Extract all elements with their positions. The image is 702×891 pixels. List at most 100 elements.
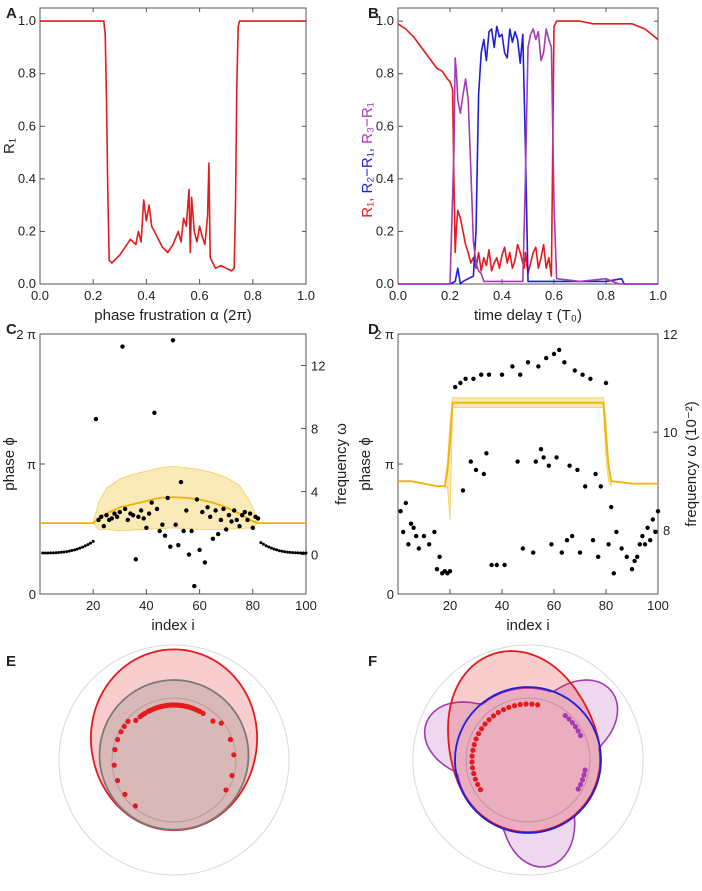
panel-a-series-r1 (40, 20, 306, 272)
panel-c-phase-dot (173, 522, 178, 527)
panel-d-xtick-label: 60 (547, 598, 561, 613)
panel-c-phase-dot (170, 338, 176, 343)
panel-a-xtick-label: 0.2 (84, 288, 102, 303)
panel-c-phase-dot (208, 514, 213, 519)
panel-f-red-phase-dot (523, 701, 529, 707)
panel-d-phase-dot (572, 368, 577, 373)
panel-c-phase-dot (112, 511, 117, 516)
panel-c-phase-dot (51, 551, 55, 555)
panel-c-phase-dot (242, 509, 247, 515)
panel-c-phase-dot (75, 547, 79, 551)
panel-d-phase-dot (551, 351, 557, 357)
panel-e-phase-dot (122, 791, 128, 798)
panel-f-red-phase-dot (511, 703, 518, 709)
panel-b-ylabel-r2: R₂−R₁, (359, 144, 376, 194)
panel-c-phase-dot (165, 495, 170, 501)
panel-c-xlabel: index i (151, 617, 194, 634)
panel-c-phase-dot (189, 528, 194, 534)
panel-b-ylabel-r3: R₃−R₁ (359, 102, 376, 144)
panel-c-ylabel-left: phase ϕ (1, 437, 18, 490)
panel-e-phase-dot (133, 717, 139, 724)
panel-d-phase-dot (648, 538, 653, 543)
panel-c-phase-dot (154, 506, 160, 512)
panel-d-phase-dot (437, 554, 442, 559)
panel-c-chart: 20 40 60 80 100 0 π 2 π 0 4 8 12 index i phase ϕ fr… (1, 327, 350, 634)
panel-c-phase-dot (194, 497, 200, 502)
panel-d-phase-dot (494, 562, 499, 568)
panel-c-phase-dot (101, 524, 107, 529)
panel-d-phase-dot (645, 525, 650, 530)
panel-d-phase-dot (458, 380, 463, 386)
panel-e-phase-dot (223, 787, 229, 793)
panel-f-red-phase-dot (469, 765, 476, 771)
panel-c-phase-dot (269, 546, 273, 550)
panel-f-purple-phase-dot (575, 728, 581, 734)
panel-d-xtick-label: 20 (443, 598, 457, 613)
panel-d-phase-dot (598, 484, 603, 489)
panel-d-phase-dot (531, 550, 536, 555)
panel-c-phase-dot (160, 522, 165, 527)
panel-d-chart: 20 40 60 80 100 0 π 2 π 8 10 12 index i phase ϕ fr… (357, 327, 700, 634)
panel-c-phase-dot (176, 543, 181, 548)
panel-d-phase-dot (538, 447, 544, 452)
panel-a-xtick-label: 1.0 (297, 288, 315, 303)
panel-a-ytick-label: 0.2 (18, 223, 36, 238)
panel-f-red-phase-dot (479, 726, 485, 732)
panel-e-phase-dot (231, 752, 237, 758)
panel-c-ytick-right-label: 4 (311, 485, 318, 500)
panel-c-phase-dot (280, 549, 284, 553)
panel-d-frequency-mean (398, 401, 658, 487)
panel-label-b: B (368, 5, 379, 22)
panel-e-phase-dot (125, 718, 131, 725)
panel-c-phase-dot (221, 506, 226, 512)
panel-c-phase-dot (152, 410, 157, 415)
panel-c-phase-dot (291, 551, 295, 555)
panel-d-ylabel-right: frequency ω (10⁻²) (683, 401, 700, 527)
panel-label-c: C (6, 321, 17, 338)
panel-e-phase-dot (115, 736, 121, 743)
panel-e-phase-dot (118, 729, 124, 735)
panel-f-red-phase-dot (506, 704, 512, 711)
panel-label-d: D (368, 321, 379, 338)
panel-f-red-phase-dot (471, 742, 477, 748)
panel-d-phase-dot (502, 562, 507, 568)
panel-b-xtick-label: 0.0 (389, 288, 407, 303)
panel-c-phase-dot (54, 551, 58, 555)
panel-c-phase-dot (283, 550, 287, 554)
panel-d-phase-dot (632, 558, 637, 564)
panel-d-phase-dot (564, 538, 570, 543)
panel-d-frequency-band (444, 397, 612, 521)
panel-c-phase-dot (120, 344, 125, 349)
panel-c-phase-dot (272, 547, 276, 551)
panel-d-phase-dot (416, 546, 421, 551)
panel-c-phase-dot (304, 551, 308, 555)
panel-d-phase-dot (655, 509, 661, 514)
panel-d-phase-dot (580, 372, 585, 377)
panel-b-xtick-label: 1.0 (649, 288, 667, 303)
panel-c-phase-dot (218, 517, 224, 523)
panel-d-phase-dot (518, 372, 523, 377)
panel-a-xtick-label: 0.0 (31, 288, 49, 303)
panel-b-ylabel-r1: R₁, (359, 194, 376, 218)
panel-a-ytick-label: 0.6 (18, 118, 36, 133)
panel-e-phase-dot (112, 747, 118, 753)
panel-e-phase-dot (210, 718, 216, 724)
panel-f-inner-circle (465, 697, 591, 823)
panel-c-phase-dot (296, 551, 300, 555)
panel-f-red-phase-dot (469, 759, 475, 765)
panel-c-frame (39, 333, 307, 595)
panel-a-ylabel: R₁ (1, 138, 18, 154)
panel-e-phase-dot (121, 723, 127, 730)
panel-d-phase-dot (541, 455, 546, 460)
panel-c-phase-dot (178, 479, 184, 485)
panel-d-phase-dot (414, 533, 419, 539)
panel-d-phase-dot (653, 529, 658, 535)
panel-b-ytick-label: 0.0 (376, 276, 394, 291)
panel-c-ytick-left-label: 2 π (16, 327, 36, 342)
panel-d-ylabel-left: phase ϕ (357, 437, 374, 490)
panel-c-phase-dot (91, 539, 95, 543)
panel-d-phase-dot (427, 542, 432, 547)
panel-d-phase-dot (473, 467, 479, 473)
panel-d-phase-dot (570, 533, 575, 539)
